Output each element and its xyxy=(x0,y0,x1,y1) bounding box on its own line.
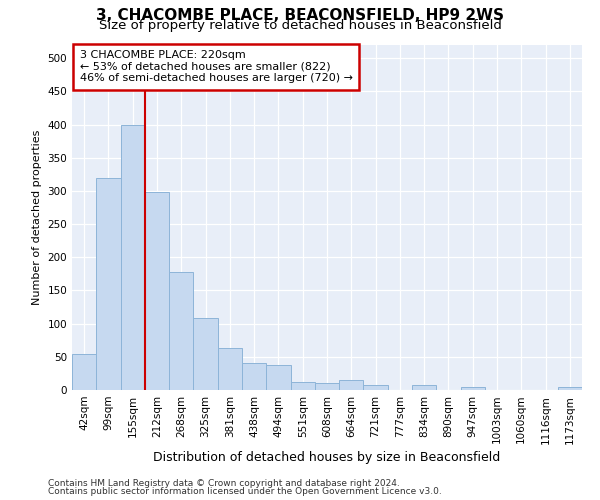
Text: 3 CHACOMBE PLACE: 220sqm
← 53% of detached houses are smaller (822)
46% of semi-: 3 CHACOMBE PLACE: 220sqm ← 53% of detach… xyxy=(80,50,353,84)
Y-axis label: Number of detached properties: Number of detached properties xyxy=(32,130,42,305)
Bar xyxy=(315,384,339,390)
Bar xyxy=(218,348,242,390)
Bar xyxy=(121,124,145,390)
X-axis label: Distribution of detached houses by size in Beaconsfield: Distribution of detached houses by size … xyxy=(154,450,500,464)
Bar xyxy=(461,386,485,390)
Text: 3, CHACOMBE PLACE, BEACONSFIELD, HP9 2WS: 3, CHACOMBE PLACE, BEACONSFIELD, HP9 2WS xyxy=(96,8,504,22)
Bar xyxy=(193,318,218,390)
Text: Size of property relative to detached houses in Beaconsfield: Size of property relative to detached ho… xyxy=(98,19,502,32)
Bar xyxy=(339,380,364,390)
Text: Contains HM Land Registry data © Crown copyright and database right 2024.: Contains HM Land Registry data © Crown c… xyxy=(48,478,400,488)
Bar xyxy=(364,384,388,390)
Bar xyxy=(169,272,193,390)
Bar xyxy=(242,364,266,390)
Bar xyxy=(266,365,290,390)
Bar xyxy=(558,386,582,390)
Bar xyxy=(145,192,169,390)
Bar xyxy=(96,178,121,390)
Bar xyxy=(412,384,436,390)
Text: Contains public sector information licensed under the Open Government Licence v3: Contains public sector information licen… xyxy=(48,487,442,496)
Bar xyxy=(72,354,96,390)
Bar xyxy=(290,382,315,390)
